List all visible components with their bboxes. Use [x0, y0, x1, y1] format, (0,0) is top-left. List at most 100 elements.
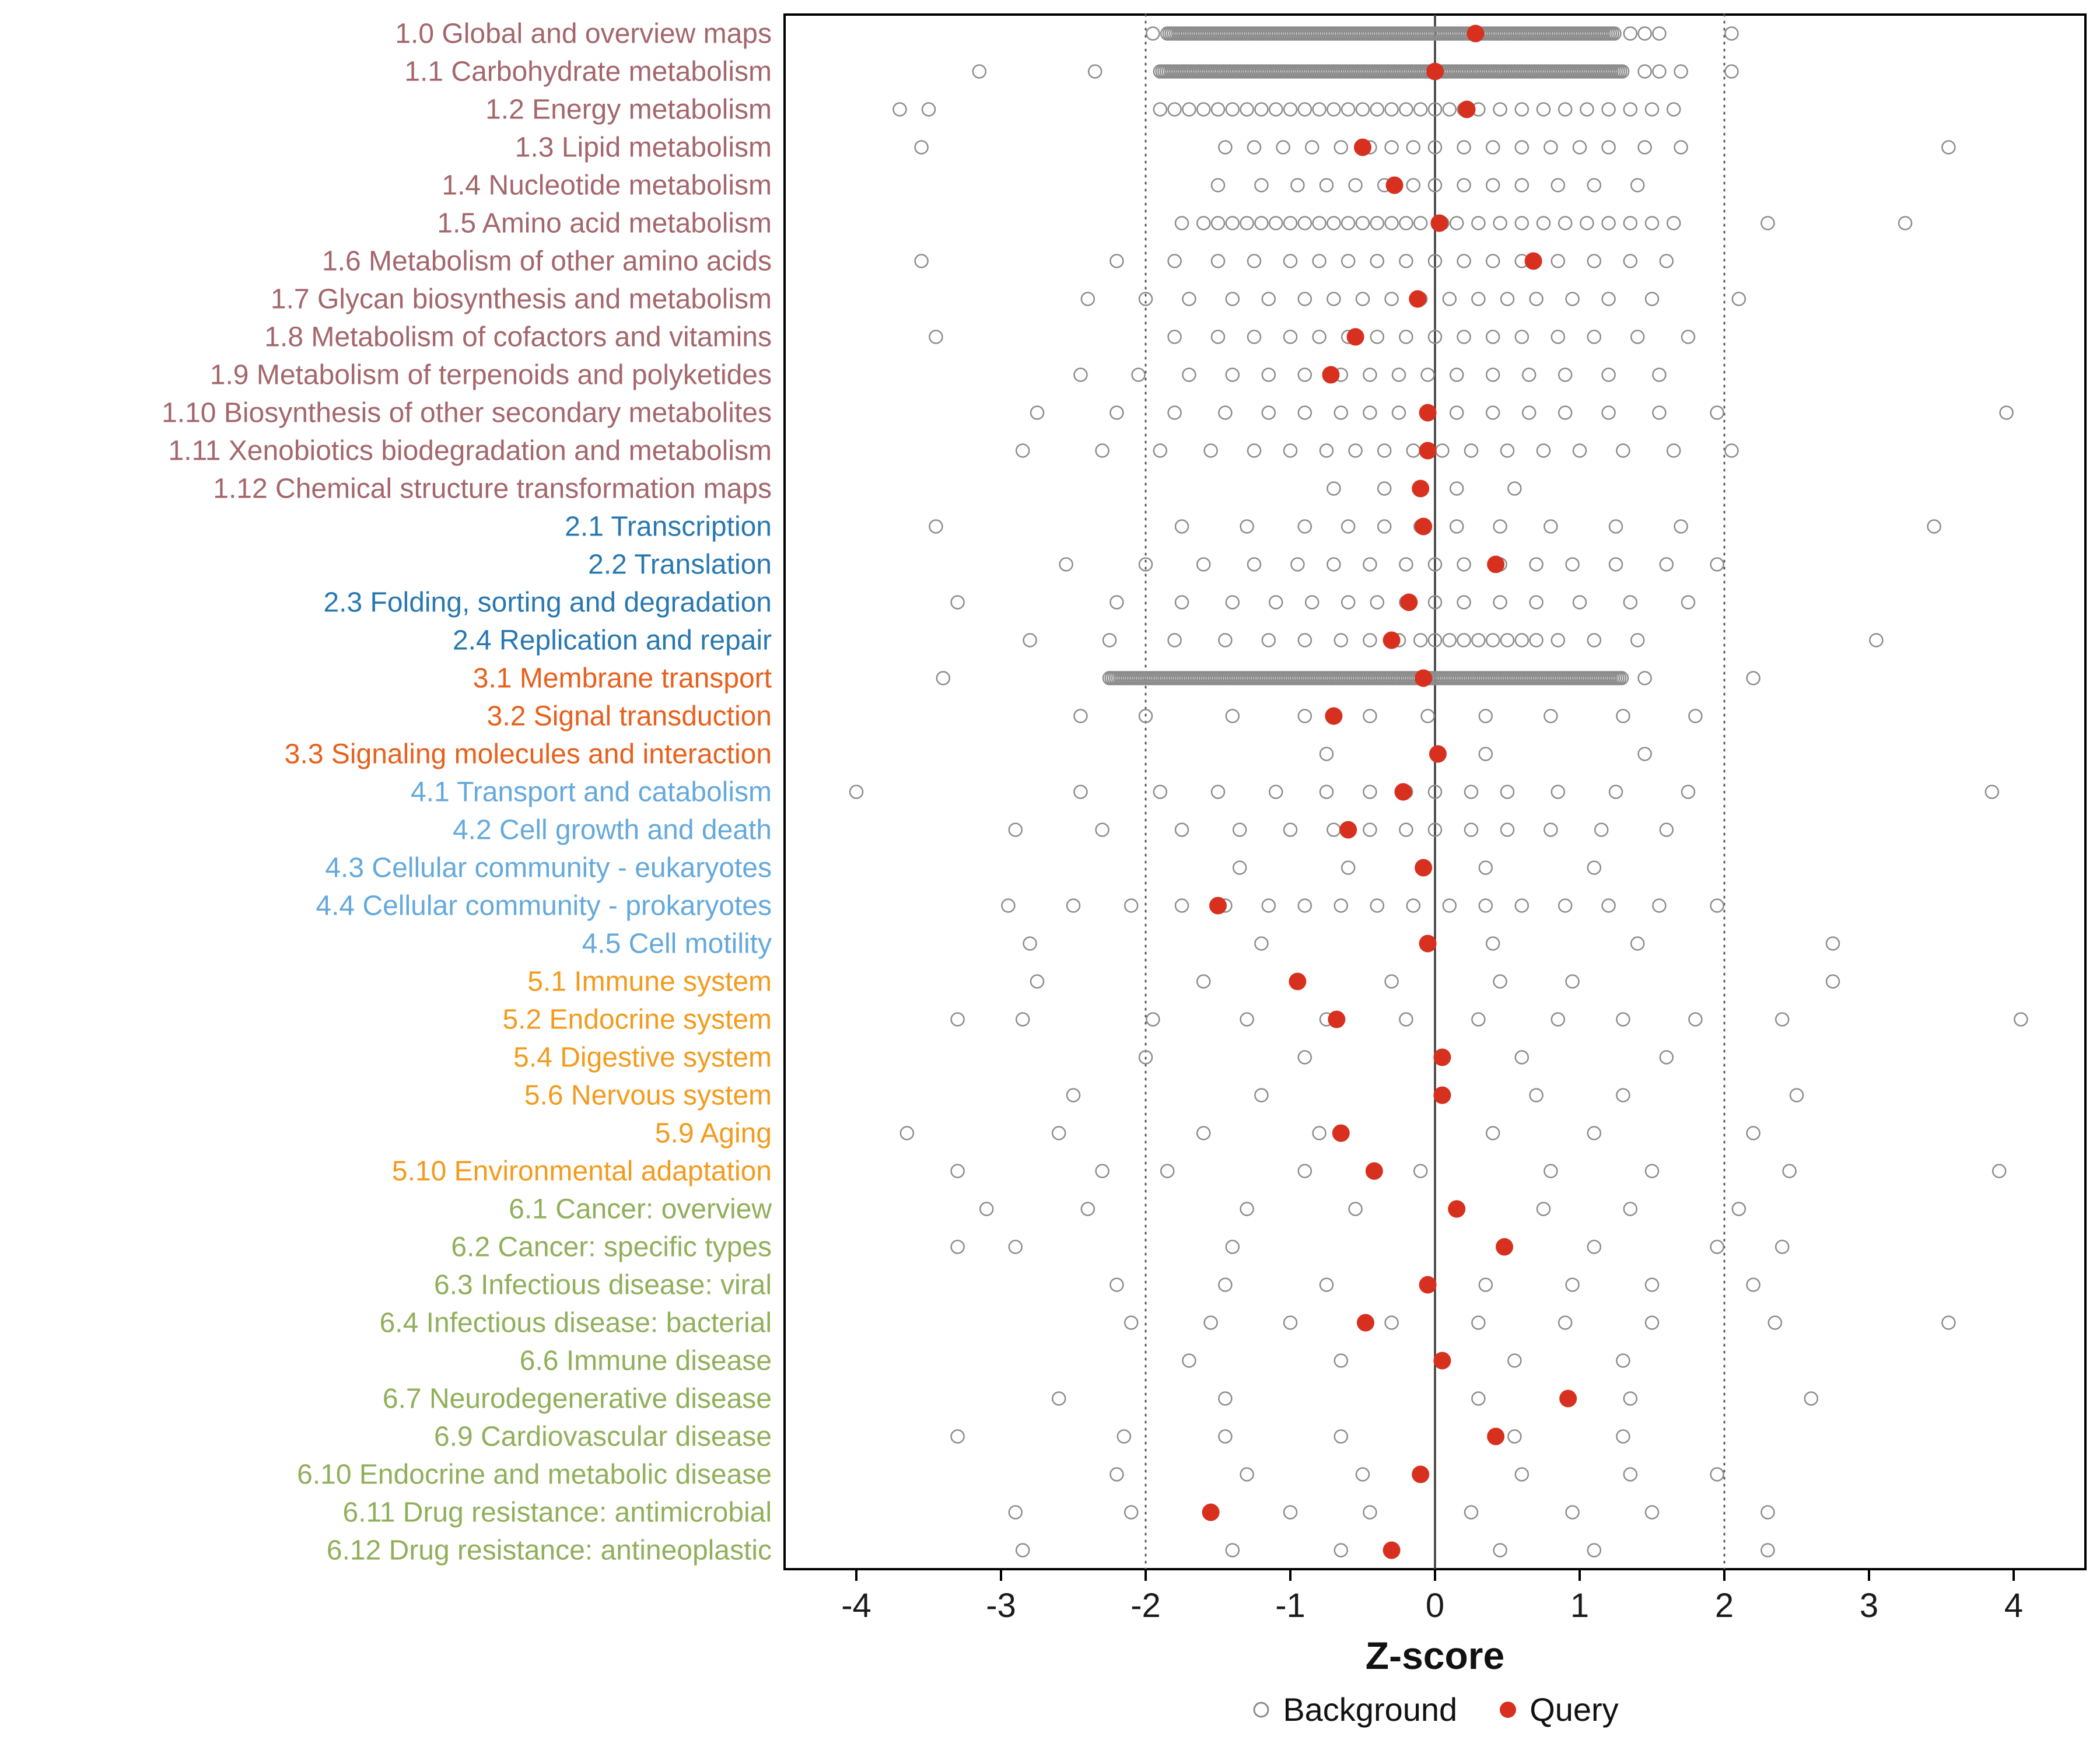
background-point — [1674, 64, 1688, 79]
background-point — [1355, 216, 1370, 230]
background-point — [914, 140, 929, 155]
background-point — [972, 64, 987, 79]
background-point — [1319, 747, 1334, 761]
background-point — [1587, 330, 1602, 344]
background-point — [1196, 1126, 1211, 1140]
background-point — [1746, 1126, 1760, 1140]
background-point — [1196, 102, 1211, 117]
background-point — [914, 254, 929, 268]
query-legend-icon — [1500, 1701, 1517, 1718]
background-point — [1210, 102, 1226, 117]
background-point — [1377, 519, 1392, 534]
row-label: 6.6 Immune disease — [520, 1346, 772, 1377]
axis-tick-label: 2 — [1715, 1587, 1734, 1625]
background-point — [1326, 481, 1341, 496]
background-point — [1630, 178, 1645, 192]
background-point — [1001, 898, 1016, 913]
background-point — [1283, 1315, 1298, 1330]
background-point — [921, 102, 936, 117]
background-point — [1652, 26, 1667, 41]
query-point — [1559, 1390, 1577, 1408]
background-point — [1565, 557, 1580, 572]
background-point — [1174, 216, 1189, 230]
background-point — [1196, 974, 1211, 989]
background-point — [1674, 519, 1688, 534]
query-point — [1419, 1276, 1437, 1294]
axis-tick-label: 3 — [1860, 1587, 1878, 1625]
background-point — [1218, 405, 1233, 420]
background-point — [1124, 1505, 1139, 1520]
zscore-dot-plot: 1.0 Global and overview maps 1.1 Carbohyd… — [162, 13, 2087, 1625]
background-point — [1427, 178, 1443, 192]
background-point — [1681, 595, 1696, 610]
background-point — [1116, 1429, 1132, 1444]
background-point — [1644, 1505, 1660, 1520]
legend-item-background: Background — [1251, 1690, 1457, 1728]
background-point — [1391, 405, 1406, 420]
background-point — [1536, 1202, 1551, 1216]
background-point — [1869, 633, 1884, 648]
background-point — [1008, 1240, 1023, 1254]
background-point — [1710, 1240, 1724, 1254]
background-point — [1478, 898, 1493, 913]
background-point — [1247, 254, 1262, 268]
query-point — [1328, 1010, 1346, 1028]
background-point — [1174, 822, 1189, 837]
background-point — [1666, 102, 1681, 117]
background-point — [1485, 1126, 1500, 1140]
row-label: 5.1 Immune system — [527, 967, 772, 998]
background-point — [1283, 254, 1298, 268]
background-point — [1572, 140, 1587, 155]
background-point — [1485, 140, 1500, 155]
background-point — [1124, 898, 1139, 913]
background-point — [2014, 1012, 2028, 1027]
background-point — [1442, 292, 1457, 306]
background-point — [1825, 936, 1840, 951]
background-point — [1355, 292, 1370, 306]
background-point — [1225, 216, 1240, 230]
background-point — [1146, 26, 1160, 41]
background-point — [1030, 405, 1045, 420]
axis-tick-label: 1 — [1570, 1587, 1589, 1625]
background-point — [1427, 102, 1443, 117]
background-point — [1457, 254, 1471, 268]
query-point — [1496, 1238, 1514, 1256]
background-point — [1363, 709, 1377, 723]
background-point — [1080, 292, 1096, 306]
background-point — [1550, 633, 1566, 648]
background-point — [1247, 330, 1262, 344]
background-point — [1023, 633, 1037, 648]
background-point — [1110, 1278, 1124, 1292]
background-point — [1326, 292, 1341, 306]
background-point — [1507, 481, 1522, 496]
background-point — [1681, 330, 1696, 344]
row-label: 3.1 Membrane transport — [473, 663, 772, 694]
background-point — [1334, 633, 1349, 648]
query-point — [1354, 138, 1371, 156]
background-point — [1536, 443, 1551, 458]
background-point — [1558, 405, 1573, 420]
background-point — [1550, 330, 1566, 344]
background-point — [1399, 1012, 1413, 1027]
background-point — [1377, 443, 1392, 458]
query-legend-circle — [1500, 1701, 1517, 1718]
background-legend-circle — [1253, 1702, 1269, 1717]
query-point — [1487, 1427, 1505, 1446]
background-point — [1550, 785, 1566, 799]
background-point — [1073, 368, 1088, 382]
background-point — [1449, 216, 1464, 230]
background-point — [1312, 1126, 1326, 1140]
background-point — [1225, 709, 1240, 723]
background-point — [1051, 1391, 1066, 1406]
background-point — [1558, 216, 1573, 230]
background-point — [1616, 1429, 1630, 1444]
background-point — [1442, 898, 1457, 913]
background-point — [1507, 1429, 1522, 1444]
background-point — [1652, 405, 1667, 420]
background-point — [1630, 330, 1645, 344]
background-point — [1427, 254, 1443, 268]
background-point — [1247, 557, 1262, 572]
background-point — [1153, 443, 1168, 458]
background-point — [1225, 368, 1240, 382]
background-point — [1268, 102, 1283, 117]
